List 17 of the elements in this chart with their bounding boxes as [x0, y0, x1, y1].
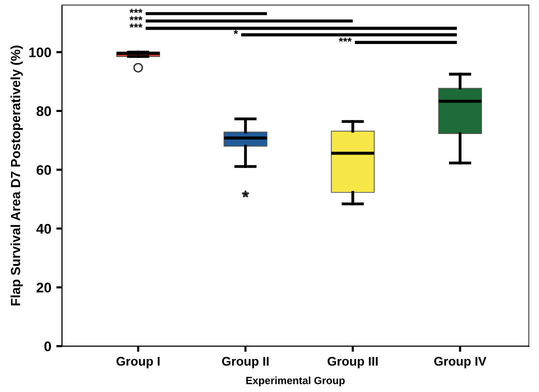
- annotation: ***: [338, 38, 352, 42]
- y-tick-label: 80: [36, 106, 51, 116]
- x-tick-label: Group I: [116, 356, 160, 368]
- y-axis-title: Flap Survival Area D7 Postoperatively (%): [10, 46, 23, 306]
- y-tick-label: 40: [36, 224, 51, 234]
- annotation: ***: [130, 8, 142, 13]
- annotation: *: [234, 30, 238, 34]
- y-tick-label: 20: [36, 282, 51, 293]
- x-axis-title: Experimental Group: [246, 376, 345, 386]
- y-tick-label: 0: [44, 341, 51, 352]
- annotation: ***: [130, 24, 142, 28]
- x-tick-label: Group IV: [434, 356, 486, 368]
- x-tick-label: Group III: [328, 356, 378, 368]
- y-tick-label: 100: [29, 47, 51, 58]
- x-tick-label: Group II: [222, 356, 269, 368]
- y-tick-label: 60: [36, 165, 51, 175]
- annotation: ***: [130, 16, 142, 20]
